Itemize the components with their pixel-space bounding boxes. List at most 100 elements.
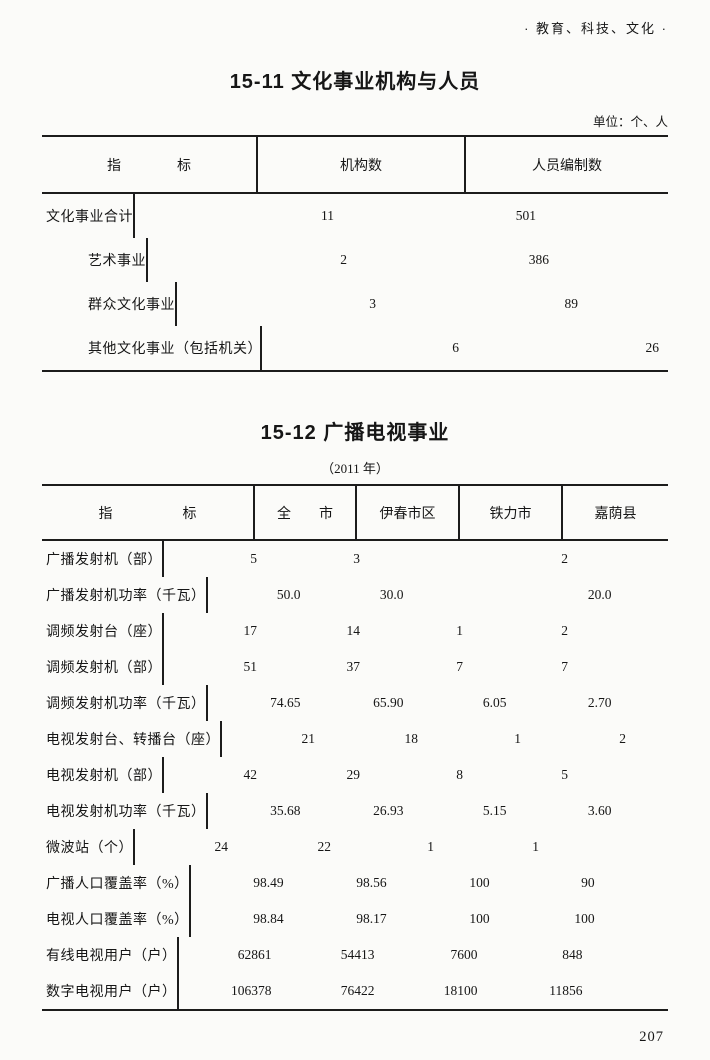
cell-value: 74.65 xyxy=(270,695,301,710)
table1-row: 艺术事业 2 386 xyxy=(42,238,668,282)
row-label: 广播人口覆盖率（%） xyxy=(42,865,191,901)
table2-row: 电视人口覆盖率（%） 98.84 98.17 100 100 xyxy=(42,901,668,937)
cell-value: 17 xyxy=(243,623,258,638)
cell-value: 1 xyxy=(514,731,521,746)
cell-value xyxy=(369,541,472,577)
table2-body: 广播发射机（部） 5 3 2 广播发射机功率（千瓦） 50.0 30.0 20.0 调频发射台（… xyxy=(42,541,668,1009)
cell-value: 848 xyxy=(562,947,583,962)
table2-col-header-yichun-district: 伊春市区 xyxy=(357,486,460,539)
cell-value: 1 xyxy=(456,623,463,638)
row-label: 艺术事业 xyxy=(42,238,148,282)
table2-row: 微波站（个） 24 22 1 1 xyxy=(42,829,668,865)
cell-value: 37 xyxy=(346,659,361,674)
row-label: 广播发射机功率（千瓦） xyxy=(42,577,208,613)
cell-value: 5 xyxy=(250,551,257,566)
table1-row: 文化事业合计 11 501 xyxy=(42,194,668,238)
cell-value: 24 xyxy=(214,839,229,854)
cell-value: 18 xyxy=(404,731,419,746)
table2-col-header-city-total: 全 市 xyxy=(255,486,357,539)
cell-value: 29 xyxy=(346,767,361,782)
row-label: 数字电视用户（户） xyxy=(42,973,179,1009)
table1: 指 标 机构数 人员编制数 文化事业合计 11 501 艺术事业 2 386 群众文化事业 3… xyxy=(42,135,668,372)
cell-value: 2 xyxy=(340,252,347,267)
table2-row: 有线电视用户（户） 62861 54413 7600 848 xyxy=(42,937,668,973)
cell-value: 7 xyxy=(456,659,463,674)
cell-value: 90 xyxy=(581,875,595,890)
cell-value: 1 xyxy=(427,839,434,854)
cell-value: 30.0 xyxy=(379,587,404,602)
row-label: 文化事业合计 xyxy=(42,194,135,238)
cell-value: 20.0 xyxy=(587,587,612,602)
yearbook-page: · 教育、科技、文化 · 15-11 文化事业机构与人员 单位：个、人 指 标 … xyxy=(0,18,710,1060)
cell-value: 1 xyxy=(532,839,539,854)
cell-value: 5 xyxy=(561,767,568,782)
cell-value: 100 xyxy=(574,911,595,926)
table2: 指 标 全 市 伊春市区 铁力市 嘉荫县 广播发射机（部） 5 3 2 广播发射机功率（… xyxy=(42,484,668,1011)
table1-col-header-indicator: 指 标 xyxy=(42,137,258,192)
table1-row: 群众文化事业 3 89 xyxy=(42,282,668,326)
table1-header-row: 指 标 机构数 人员编制数 xyxy=(42,137,668,194)
cell-value: 98.84 xyxy=(253,911,284,926)
row-label: 调频发射台（座） xyxy=(42,613,164,649)
table2-col-header-jiayin: 嘉荫县 xyxy=(594,504,637,521)
cell-value: 100 xyxy=(469,911,490,926)
cell-value: 11 xyxy=(321,208,334,223)
cell-value: 7 xyxy=(561,659,568,674)
cell-value: 8 xyxy=(456,767,463,782)
cell-value: 89 xyxy=(564,296,579,311)
cell-value: 42 xyxy=(243,767,258,782)
cell-value: 11856 xyxy=(549,983,583,998)
cell-value xyxy=(413,577,516,613)
row-label: 微波站（个） xyxy=(42,829,135,865)
cell-value: 3 xyxy=(369,296,376,311)
cell-value: 22 xyxy=(317,839,332,854)
table2-col-header-tieli: 铁力市 xyxy=(460,486,563,539)
table2-row: 电视发射机（部） 42 29 8 5 xyxy=(42,757,668,793)
row-label: 电视人口覆盖率（%） xyxy=(42,901,191,937)
table1-col-header-institutions: 机构数 xyxy=(258,137,466,192)
table2-row: 电视发射机功率（千瓦） 35.68 26.93 5.15 3.60 xyxy=(42,793,668,829)
row-label: 有线电视用户（户） xyxy=(42,937,179,973)
table1-body: 文化事业合计 11 501 艺术事业 2 386 群众文化事业 3 89 其他文化事业（包括机关）… xyxy=(42,194,668,370)
running-head: · 教育、科技、文化 · xyxy=(524,21,668,36)
cell-value: 98.49 xyxy=(253,875,284,890)
table2-row: 调频发射台（座） 17 14 1 2 xyxy=(42,613,668,649)
row-label: 电视发射机功率（千瓦） xyxy=(42,793,208,829)
cell-value: 26 xyxy=(645,340,660,355)
row-label: 调频发射机功率（千瓦） xyxy=(42,685,208,721)
row-label: 广播发射机（部） xyxy=(42,541,164,577)
table2-title: 15-12 广播电视事业 xyxy=(260,422,450,444)
row-label: 其他文化事业（包括机关） xyxy=(42,326,263,370)
cell-value: 3 xyxy=(353,551,360,566)
table2-header-row: 指 标 全 市 伊春市区 铁力市 嘉荫县 xyxy=(42,486,668,541)
cell-value: 6.05 xyxy=(482,695,507,710)
cell-value: 2.70 xyxy=(587,695,612,710)
cell-value: 386 xyxy=(528,252,549,267)
cell-value: 51 xyxy=(243,659,258,674)
row-label: 群众文化事业 xyxy=(42,282,177,326)
table2-subtitle: （2011 年） xyxy=(321,461,389,476)
cell-value: 26.93 xyxy=(373,803,404,818)
cell-value: 501 xyxy=(515,208,536,223)
table2-row: 电视发射台、转播台（座） 21 18 1 2 xyxy=(42,721,668,757)
cell-value: 62861 xyxy=(237,947,272,962)
cell-value: 2 xyxy=(619,731,626,746)
cell-value: 98.17 xyxy=(356,911,387,926)
cell-value: 98.56 xyxy=(356,875,387,890)
row-label: 电视发射机（部） xyxy=(42,757,164,793)
page-content: · 教育、科技、文化 · 15-11 文化事业机构与人员 单位：个、人 指 标 … xyxy=(42,18,668,1011)
cell-value: 18100 xyxy=(443,983,478,998)
row-label: 电视发射台、转播台（座） xyxy=(42,721,222,757)
cell-value: 50.0 xyxy=(276,587,301,602)
page-number: 207 xyxy=(639,1029,664,1045)
table1-title: 15-11 文化事业机构与人员 xyxy=(229,71,481,93)
cell-value: 100 xyxy=(469,875,490,890)
cell-value: 6 xyxy=(452,340,460,355)
table2-col-header-indicator: 指 标 xyxy=(42,486,255,539)
cell-value: 106378 xyxy=(231,983,272,998)
table2-row: 广播人口覆盖率（%） 98.49 98.56 100 90 xyxy=(42,865,668,901)
table1-row: 其他文化事业（包括机关） 6 26 xyxy=(42,326,668,370)
cell-value: 35.68 xyxy=(270,803,301,818)
cell-value: 76422 xyxy=(340,983,375,998)
table2-row: 数字电视用户（户） 106378 76422 18100 11856 xyxy=(42,973,668,1009)
